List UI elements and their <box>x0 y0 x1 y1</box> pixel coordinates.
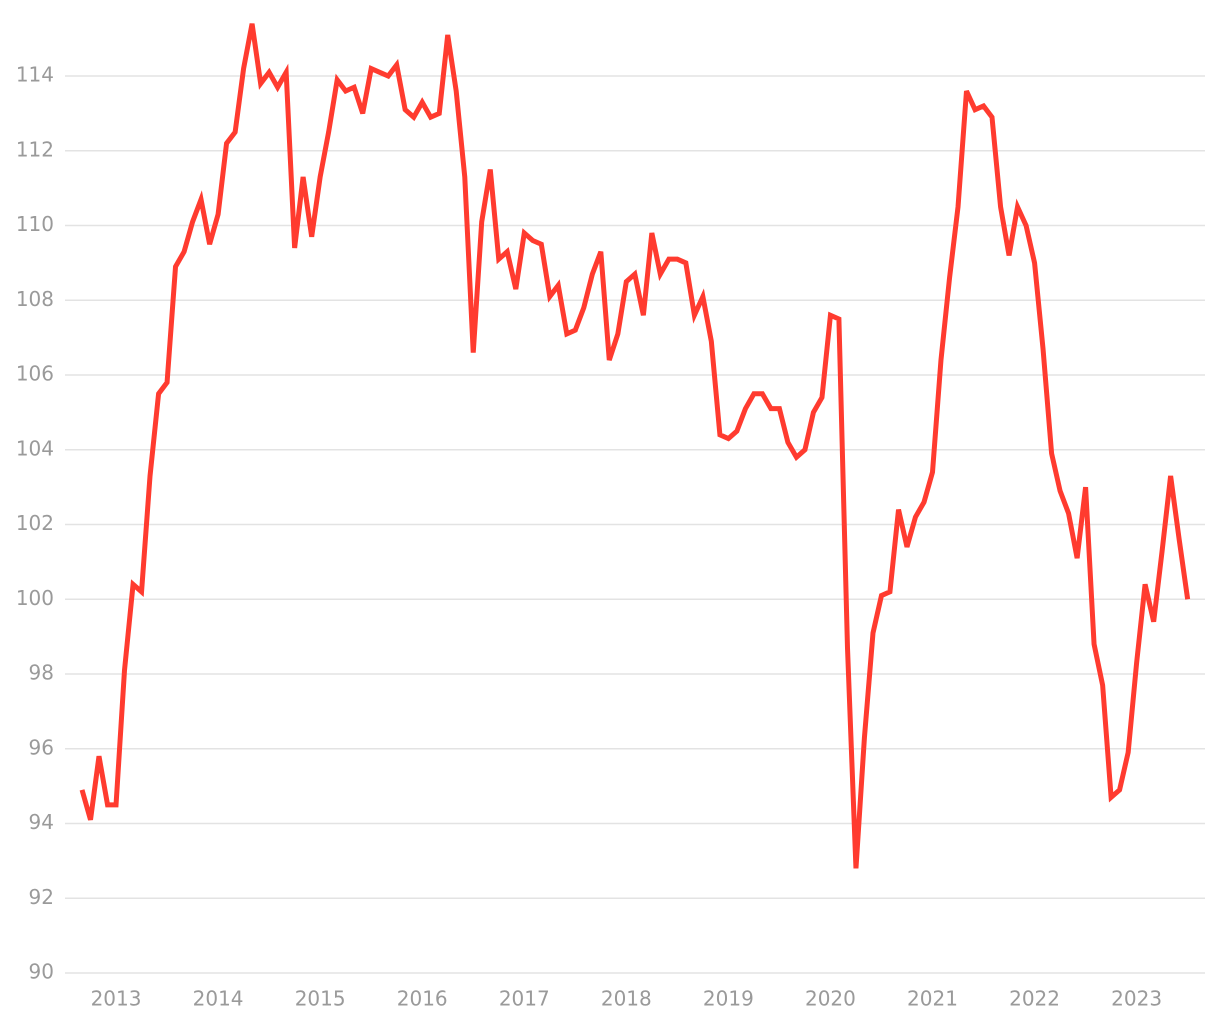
y-tick-label: 96 <box>29 735 54 759</box>
y-tick-label: 114 <box>16 63 54 87</box>
y-tick-label: 92 <box>29 885 54 909</box>
data-line <box>79 23 1191 869</box>
y-tick-label: 100 <box>16 586 54 610</box>
y-tick-label: 112 <box>16 137 54 161</box>
y-tick-label: 110 <box>16 212 54 236</box>
x-tick-label: 2016 <box>397 987 448 1011</box>
y-tick-label: 98 <box>29 661 54 685</box>
x-tick-label: 2015 <box>295 987 346 1011</box>
x-tick-label: 2021 <box>907 987 958 1011</box>
x-tick-label: 2023 <box>1111 987 1162 1011</box>
y-tick-label: 104 <box>16 436 54 460</box>
y-tick-label: 94 <box>29 810 54 834</box>
y-tick-label: 108 <box>16 287 54 311</box>
x-tick-label: 2019 <box>703 987 754 1011</box>
x-tick-label: 2022 <box>1009 987 1060 1011</box>
x-tick-label: 2020 <box>805 987 856 1011</box>
y-tick-label: 90 <box>29 960 54 984</box>
y-tick-label: 102 <box>16 511 54 535</box>
x-tick-label: 2018 <box>601 987 652 1011</box>
x-tick-label: 2017 <box>499 987 550 1011</box>
x-tick-label: 2014 <box>193 987 244 1011</box>
y-tick-label: 106 <box>16 362 54 386</box>
x-tick-label: 2013 <box>91 987 142 1011</box>
